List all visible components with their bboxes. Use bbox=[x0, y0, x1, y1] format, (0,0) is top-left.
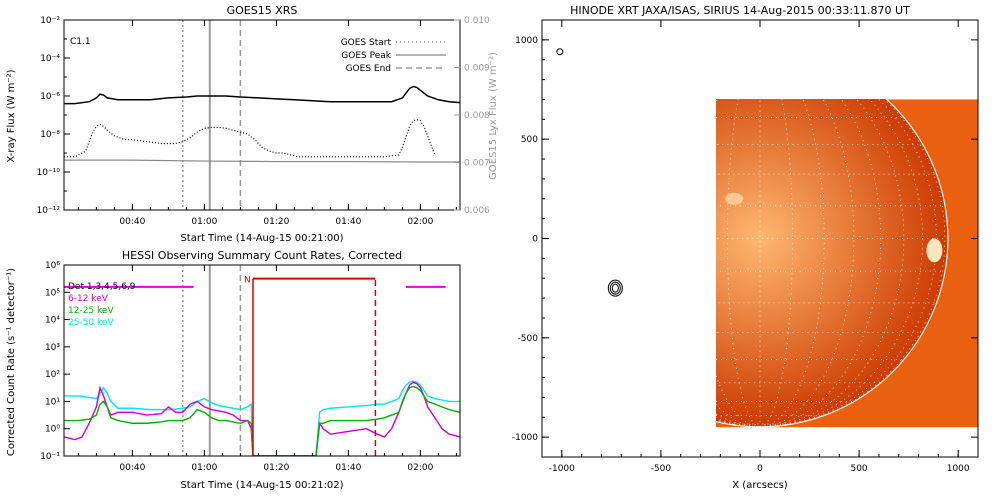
goes-plot-area bbox=[64, 20, 460, 210]
goes-panel: GOES15 XRS 00:40 01:00 01:20 01:40 02:00 10⁻¹… bbox=[6, 4, 499, 244]
hessi-legend: Det 1,3,4,5,6,9 6-12 keV 12-25 keV 25-50 ke… bbox=[68, 282, 136, 328]
goes-ytick-label: 10⁻¹⁰ bbox=[37, 168, 61, 178]
xrt-xlabel: X (arcsecs) bbox=[732, 480, 788, 491]
hessi-ytick-label: 10⁴ bbox=[45, 316, 60, 326]
goes-axes: 00:40 01:00 01:20 01:40 02:00 10⁻¹² 10⁻¹⁰ 10⁻⁸ 1… bbox=[37, 16, 490, 227]
goes-ytick-label: 10⁻⁴ bbox=[40, 54, 60, 64]
goes-ytick-label: 10⁻¹² bbox=[37, 206, 61, 216]
xrt-ytick-label: -1000 bbox=[512, 433, 538, 443]
xrt-grid-longitude bbox=[759, 99, 882, 428]
hessi-ytick-label: 10⁻¹ bbox=[40, 452, 60, 462]
goes-y2tick-label: 0.009 bbox=[464, 64, 490, 74]
hessi-ytick-label: 10⁵ bbox=[45, 288, 60, 298]
xrt-ytick-label: 500 bbox=[521, 135, 538, 145]
goes-ytick-label: 10⁻² bbox=[40, 16, 60, 26]
xrt-overlay bbox=[556, 48, 623, 297]
goes-series-long bbox=[64, 85, 460, 105]
hessi-plot-area bbox=[64, 265, 460, 456]
hessi-legend-label: 6-12 keV bbox=[68, 294, 109, 304]
xrt-xtick-label: 1000 bbox=[947, 464, 970, 474]
hessi-ylabel: Corrected Count Rate (s⁻¹ detector⁻¹) bbox=[6, 268, 17, 456]
xrt-small-marker bbox=[556, 48, 564, 56]
hessi-ytick-label: 10³ bbox=[45, 343, 60, 353]
xrt-ytick-label: 1000 bbox=[515, 36, 538, 46]
xrt-grid-longitude bbox=[759, 99, 825, 428]
xrt-hessi-contour bbox=[611, 283, 619, 293]
hessi-xtick-label: 01:20 bbox=[263, 463, 289, 473]
hessi-panel: HESSI Observing Summary Count Rates, Cor… bbox=[6, 249, 461, 491]
hessi-ytick-label: 10² bbox=[45, 370, 60, 380]
goes-legend: GOES Start GOES Peak GOES End bbox=[341, 38, 446, 74]
hessi-night-flag: N bbox=[244, 276, 251, 286]
xrt-title: HINODE XRT JAXA/ISAS, SIRIUS 14-Aug-2015… bbox=[570, 4, 910, 17]
hessi-legend-label: 25-50 keV bbox=[68, 318, 114, 328]
goes-xtick-label: 00:40 bbox=[119, 217, 145, 227]
goes-y2tick-label: 0.006 bbox=[464, 206, 490, 216]
hessi-legend-label: Det 1,3,4,5,6,9 bbox=[68, 282, 136, 292]
hessi-axes: 00:40 01:00 01:20 01:40 02:00 10⁻¹ 10⁰ 10¹ 10² 10… bbox=[40, 261, 457, 473]
hessi-series-hessi_25_50 bbox=[64, 380, 460, 456]
hessi-xtick-label: 02:00 bbox=[407, 463, 433, 473]
xrt-bright-point bbox=[725, 192, 744, 205]
goes-xtick-label: 01:20 bbox=[263, 217, 289, 227]
hessi-title: HESSI Observing Summary Count Rates, Cor… bbox=[122, 249, 402, 262]
goes-ytick-label: 10⁻⁶ bbox=[40, 92, 60, 102]
goes-series-lya bbox=[64, 159, 460, 163]
hessi-ytick-label: 10⁶ bbox=[45, 261, 60, 271]
goes-legend-label: GOES End bbox=[346, 64, 391, 74]
goes-title: GOES15 XRS bbox=[227, 4, 298, 17]
goes-ylabel-right: GOES15 Lyx Flux (W m⁻²) bbox=[488, 52, 499, 180]
hessi-ytick-label: 10¹ bbox=[45, 397, 60, 407]
xrt-active-region bbox=[926, 238, 943, 263]
xrt-ytick-label: -500 bbox=[518, 334, 539, 344]
xrt-panel: HINODE XRT JAXA/ISAS, SIRIUS 14-Aug-2015… bbox=[512, 4, 979, 491]
xrt-grid-longitude bbox=[759, 99, 924, 428]
xrt-xtick-label: 0 bbox=[757, 464, 763, 474]
xrt-xtick-label: -500 bbox=[651, 464, 672, 474]
xrt-hessi-contour bbox=[609, 281, 621, 295]
goes-xlabel: Start Time (14-Aug-15 00:21:00) bbox=[180, 233, 343, 244]
hessi-xtick-label: 01:00 bbox=[191, 463, 217, 473]
goes-class-label: C1.1 bbox=[70, 37, 91, 47]
xrt-grid-longitude bbox=[726, 99, 761, 428]
goes-ytick-label: 10⁻⁸ bbox=[40, 130, 60, 140]
xrt-grid-longitude bbox=[759, 99, 794, 428]
xrt-ytick-label: 0 bbox=[532, 235, 538, 245]
goes-legend-label: GOES Start bbox=[341, 38, 392, 48]
xrt-hessi-contour bbox=[607, 279, 623, 297]
goes-axes-frame bbox=[63, 19, 461, 211]
goes-series-short bbox=[64, 119, 436, 158]
goes-legend-label: GOES Peak bbox=[341, 51, 391, 61]
hessi-legend-label: 12-25 keV bbox=[68, 306, 114, 316]
hessi-xtick-label: 01:40 bbox=[335, 463, 361, 473]
hessi-xlabel: Start Time (14-Aug-15 00:21:02) bbox=[180, 480, 343, 491]
goes-xtick-label: 01:40 bbox=[335, 217, 361, 227]
xrt-axes: -1000 -500 0 500 1000 -1000 -500 0 500 1000 bbox=[512, 20, 978, 474]
goes-y2tick-label: 0.008 bbox=[464, 111, 490, 121]
xrt-solar-disk bbox=[716, 99, 948, 427]
hessi-ytick-label: 10⁰ bbox=[45, 425, 60, 435]
hessi-xtick-label: 00:40 bbox=[119, 463, 145, 473]
hessi-axes-frame bbox=[63, 264, 461, 457]
xrt-xtick-label: -1000 bbox=[549, 464, 575, 474]
xrt-sun-image bbox=[716, 99, 978, 428]
xrt-xtick-label: 500 bbox=[850, 464, 867, 474]
goes-y2tick-label: 0.010 bbox=[464, 16, 490, 26]
goes-xtick-label: 01:00 bbox=[191, 217, 217, 227]
goes-ylabel: X-ray Flux (W m⁻²) bbox=[6, 69, 17, 162]
goes-xtick-label: 02:00 bbox=[407, 217, 433, 227]
goes-y2tick-label: 0.007 bbox=[464, 159, 490, 169]
hessi-series-hessi_12_25 bbox=[64, 385, 460, 456]
